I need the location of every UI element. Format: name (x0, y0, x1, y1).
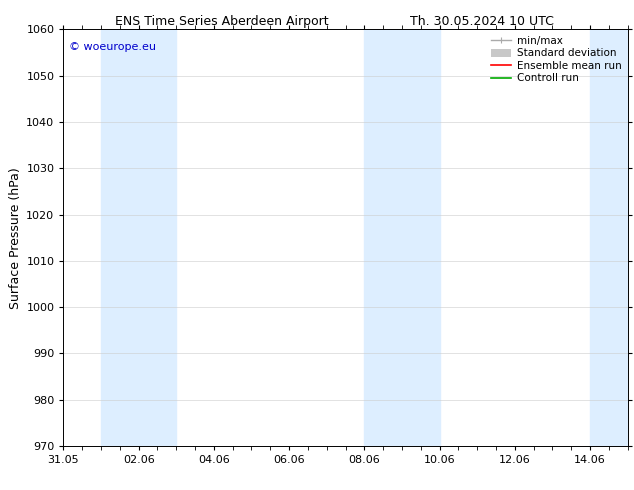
Text: © woeurope.eu: © woeurope.eu (69, 42, 156, 52)
Text: Th. 30.05.2024 10 UTC: Th. 30.05.2024 10 UTC (410, 15, 553, 28)
Bar (101, 29, 176, 446)
Bar (365, 29, 439, 446)
Bar (590, 29, 628, 446)
Legend: min/max, Standard deviation, Ensemble mean run, Controll run: min/max, Standard deviation, Ensemble me… (486, 31, 626, 88)
Text: ENS Time Series Aberdeen Airport: ENS Time Series Aberdeen Airport (115, 15, 328, 28)
Y-axis label: Surface Pressure (hPa): Surface Pressure (hPa) (9, 167, 22, 309)
